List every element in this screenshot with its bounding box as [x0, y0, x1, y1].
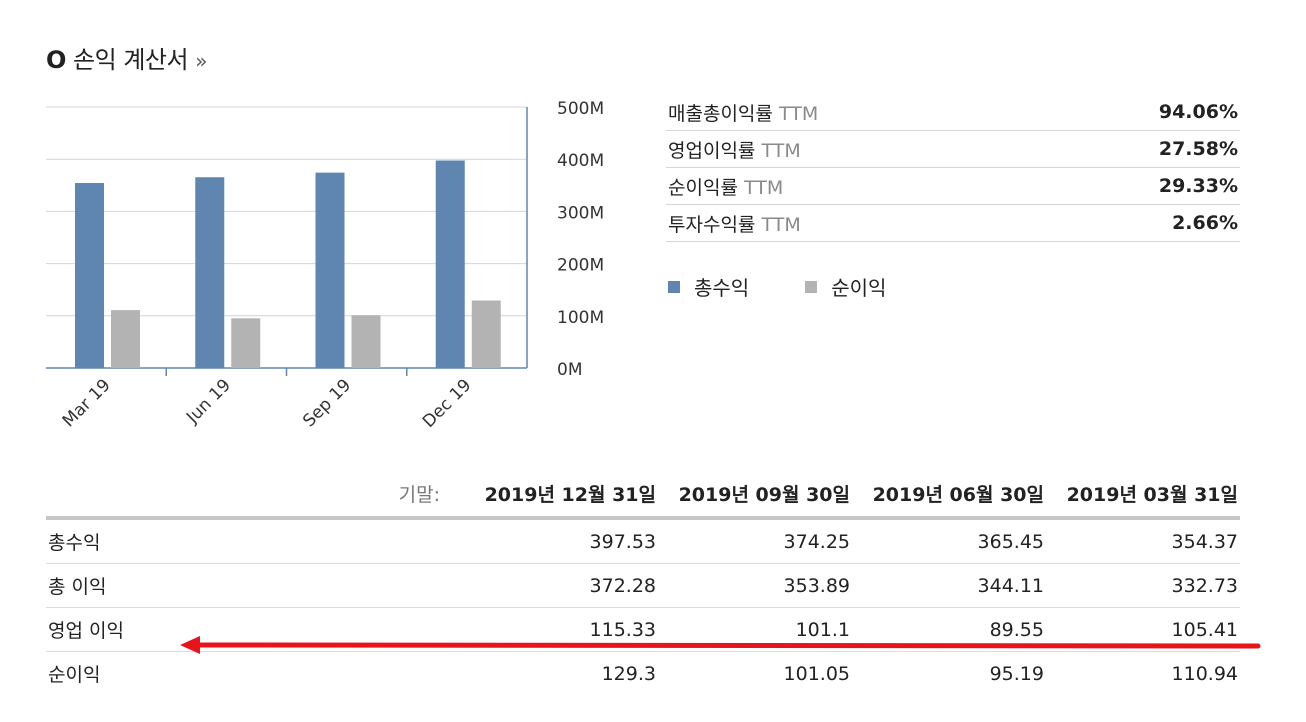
title-text: 손익 계산서: [73, 46, 189, 74]
column-header: 2019년 06월 30일: [852, 470, 1046, 520]
title-prefix: O: [46, 46, 66, 74]
ratio-label: 투자수익률 TTM: [666, 204, 1039, 242]
bar-revenue: [75, 183, 104, 368]
table-cell: 344.11: [852, 563, 1046, 608]
table-row: 총수익 397.53 374.25 365.45 354.37: [46, 518, 1240, 564]
table-row: 순이익 129.3 101.05 95.19 110.94: [46, 652, 1240, 696]
x-tick-label: Mar 19: [59, 375, 115, 431]
legend-swatch-net-income: [805, 280, 818, 293]
ratio-label: 순이익률 TTM: [666, 167, 1039, 205]
row-label: 총 이익: [46, 563, 268, 608]
column-header: 2019년 03월 31일: [1046, 470, 1240, 520]
legend-label: 순이익: [831, 276, 887, 300]
table-cell: 105.41: [1046, 607, 1240, 652]
y-tick-label: 500M: [557, 99, 604, 119]
y-tick-label: 300M: [557, 203, 604, 223]
period-label: 기말:: [268, 470, 464, 520]
x-tick-label: Jun 19: [182, 375, 235, 428]
ratio-value: 2.66%: [1038, 204, 1240, 242]
table-cell: 397.53: [464, 518, 658, 564]
y-tick-label: 0M: [557, 360, 582, 380]
ratio-label: 매출총이익률 TTM: [666, 94, 1039, 131]
page-title: O 손익 계산서 »: [46, 40, 207, 75]
y-tick-label: 200M: [557, 256, 604, 276]
bar-revenue: [195, 177, 225, 368]
legend-item-revenue: 총수익: [668, 272, 749, 301]
row-label: 총수익: [46, 518, 268, 564]
table-cell: 101.05: [783, 662, 850, 685]
column-header: 2019년 12월 31일: [464, 470, 658, 520]
ratio-row: 매출총이익률 TTM 94.06%: [666, 94, 1240, 131]
y-tick-label: 400M: [557, 151, 604, 171]
table-cell: 372.28: [464, 563, 658, 608]
bar-revenue: [435, 160, 465, 368]
ratio-row: 영업이익률 TTM 27.58%: [666, 130, 1240, 168]
row-label: 순이익: [48, 664, 101, 686]
income-statement-table: 기말: 2019년 12월 31일 2019년 09월 30일 2019년 06…: [46, 470, 1240, 695]
column-header: 2019년 09월 30일: [658, 470, 852, 520]
bar-net-income: [231, 318, 261, 368]
table-header-row: 기말: 2019년 12월 31일 2019년 09월 30일 2019년 06…: [46, 470, 1240, 520]
ratio-label: 영업이익률 TTM: [666, 130, 1039, 168]
ratio-value: 29.33%: [1038, 167, 1240, 205]
bar-net-income: [471, 300, 501, 368]
table-row: 총 이익 372.28 353.89 344.11 332.73: [46, 563, 1240, 608]
table-cell: 95.19: [989, 662, 1044, 685]
table-cell: 129.3: [601, 662, 656, 685]
revenue-income-chart: 0M 100M 200M 300M 400M 500M Mar 19 Jun 19 Sep 19…: [46, 99, 604, 432]
table-cell: 353.89: [658, 563, 852, 608]
ratio-value: 27.58%: [1038, 130, 1240, 168]
row-label-header: [46, 470, 268, 520]
legend-swatch-revenue: [668, 280, 680, 293]
table-cell: 354.37: [1046, 518, 1240, 564]
bar-revenue: [315, 172, 345, 368]
table-row: 영업 이익 115.33 101.1 89.55 105.41: [46, 607, 1240, 652]
y-tick-label: 100M: [557, 308, 604, 328]
table-cell: 374.25: [658, 518, 852, 564]
table-cell: 89.55: [852, 607, 1046, 652]
ratio-value: 94.06%: [1038, 94, 1240, 131]
table-cell: 332.73: [1046, 563, 1240, 608]
bar-net-income: [351, 315, 381, 368]
table-cell: 101.1: [658, 607, 852, 652]
row-label: 영업 이익: [46, 607, 268, 652]
ratio-row: 투자수익률 TTM 2.66%: [666, 204, 1240, 242]
table-cell: 115.33: [464, 607, 658, 652]
legend-label: 총수익: [694, 276, 750, 300]
title-link-arrows[interactable]: »: [195, 49, 207, 73]
ratios-table: 매출총이익률 TTM 94.06% 영업이익률 TTM 27.58% 순이익률 …: [666, 94, 1240, 242]
ratio-row: 순이익률 TTM 29.33%: [666, 167, 1240, 205]
table-cell: 365.45: [852, 518, 1046, 564]
x-tick-label: Dec 19: [419, 375, 476, 432]
chart-legend: 총수익 순이익: [668, 272, 942, 301]
x-tick-label: Sep 19: [299, 375, 355, 431]
bar-net-income: [111, 310, 140, 368]
legend-item-net-income: 순이익: [805, 272, 886, 301]
table-cell: 110.94: [1171, 662, 1238, 685]
